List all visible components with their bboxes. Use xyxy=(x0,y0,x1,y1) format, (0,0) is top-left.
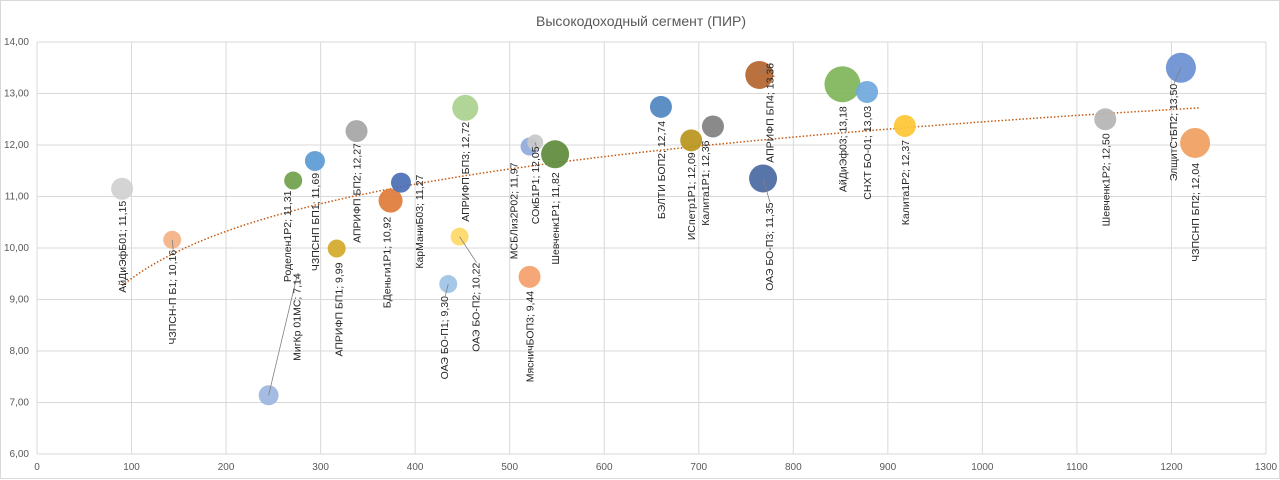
bubble xyxy=(1180,127,1211,158)
data-label: МСБЛиз2Р02; 11,97 xyxy=(509,162,521,259)
y-tick-label: 8,00 xyxy=(10,346,30,357)
data-label: ЧЗПСНП БП2; 12,04 xyxy=(1190,163,1202,262)
x-tick-label: 800 xyxy=(785,462,802,473)
bubble xyxy=(378,188,403,213)
label-leader-line xyxy=(171,239,174,250)
data-label: ЧЗПСН-П Б1; 10,16 xyxy=(167,250,179,345)
chart-title: Высокодоходный сегмент (ПИР) xyxy=(536,13,746,29)
y-tick-label: 11,00 xyxy=(5,192,30,203)
x-tick-label: 1200 xyxy=(1160,462,1183,473)
x-tick-label: 600 xyxy=(596,462,613,473)
label-leader-line xyxy=(762,178,771,203)
data-label-layer: АйДиЭфБ01; 11,15 ЧЗПСН-П Б1; 10,16 МигКр 0… xyxy=(117,62,1202,396)
data-label: ОАЭ БО-П1; 9,30 xyxy=(439,296,451,379)
y-tick-label: 10,00 xyxy=(4,243,29,254)
x-tick-label: 100 xyxy=(123,462,140,473)
data-label: Шевченк1Р2; 12,50 xyxy=(1100,133,1112,226)
label-leader-line xyxy=(444,283,449,297)
data-label: Шевченк1Р1; 11,82 xyxy=(550,172,562,264)
label-leader-line xyxy=(268,273,299,396)
data-label: МясничБОП3; 9,44 xyxy=(525,291,537,383)
data-label: СОкБ1Р1; 12,05 xyxy=(530,146,542,224)
x-tick-label: 500 xyxy=(501,462,518,473)
data-label: БЭЛТИ БОП2; 12,74 xyxy=(656,121,668,219)
data-label: АПРИФП БП2; 12,27 xyxy=(352,143,364,243)
bubble xyxy=(327,239,346,258)
bubble xyxy=(680,129,703,152)
data-label: БДеньги1Р1; 10,92 xyxy=(382,216,394,308)
bubble xyxy=(111,177,134,200)
bubble xyxy=(824,66,861,103)
gridlines xyxy=(36,41,1267,455)
x-tick-label: 1000 xyxy=(971,462,994,473)
x-tick-label: 700 xyxy=(690,462,707,473)
trendline-layer xyxy=(121,107,1200,287)
bubble xyxy=(345,120,368,143)
data-label: ЧЗПСНП БП1; 11,69 xyxy=(310,173,322,271)
trendline xyxy=(121,107,1200,287)
data-label: Калита1Р2; 12,37 xyxy=(900,140,912,225)
bubble xyxy=(701,115,724,138)
label-leader-line xyxy=(534,142,537,147)
y-tick-label: 9,00 xyxy=(10,295,30,306)
y-tick-label: 12,00 xyxy=(4,140,29,151)
data-label: КарМаниБ03; 11,27 xyxy=(414,174,426,268)
bubble xyxy=(893,114,916,137)
data-label: МигКр 01МС; 7,14 xyxy=(292,273,304,361)
data-label: АПРИФП БП4; 13,36 xyxy=(764,63,776,163)
y-tick-label: 13,00 xyxy=(4,89,29,100)
axis-tick-labels: 0 100 200 300 400 500 600 700 800 900 1000 1100 1200… xyxy=(4,37,1278,473)
y-tick-label: 6,00 xyxy=(10,449,30,460)
bubble-layer xyxy=(111,52,1211,406)
x-tick-label: 1300 xyxy=(1255,462,1278,473)
x-tick-label: 400 xyxy=(407,462,424,473)
data-label: ОАЭ БО-П3; 11,35 xyxy=(764,202,776,290)
bubble xyxy=(649,95,672,118)
bubble xyxy=(452,94,479,121)
x-tick-label: 0 xyxy=(34,462,40,473)
data-label: СНХТ БО-01; 13,03 xyxy=(862,106,874,200)
data-label: ОАЭ БО-П2; 10,22 xyxy=(471,263,483,352)
x-tick-label: 300 xyxy=(312,462,329,473)
data-label: ИСпетр1Р1; 12,09 xyxy=(686,152,698,240)
bubble xyxy=(390,172,411,193)
label-leader-line xyxy=(758,62,771,76)
bubble xyxy=(856,80,879,103)
data-label: Роделен1Р2; 11,31 xyxy=(282,190,294,282)
data-label: АйДиЭф03; 13,18 xyxy=(837,106,849,192)
x-tick-label: 900 xyxy=(880,462,897,473)
x-tick-label: 1100 xyxy=(1066,462,1088,473)
y-tick-label: 14,00 xyxy=(4,37,29,48)
x-tick-label: 200 xyxy=(218,462,235,473)
data-label: АПРИФП БП1; 9,99 xyxy=(334,262,346,356)
bubble xyxy=(284,171,303,190)
bubble xyxy=(518,265,541,288)
data-label: ЭлщитСтБП2; 13,50 xyxy=(1168,84,1180,182)
y-tick-label: 7,00 xyxy=(10,398,30,409)
label-leader-line xyxy=(459,236,477,263)
data-label: АПРИФП БП3; 12,72 xyxy=(460,122,472,222)
bubble xyxy=(541,140,570,169)
label-leader-line xyxy=(1173,67,1182,84)
data-label: АйДиЭфБ01; 11,15 xyxy=(117,201,129,293)
bubble xyxy=(1094,108,1117,131)
bubble xyxy=(304,150,325,171)
data-label: Калита1Р1; 12,36 xyxy=(700,140,712,225)
